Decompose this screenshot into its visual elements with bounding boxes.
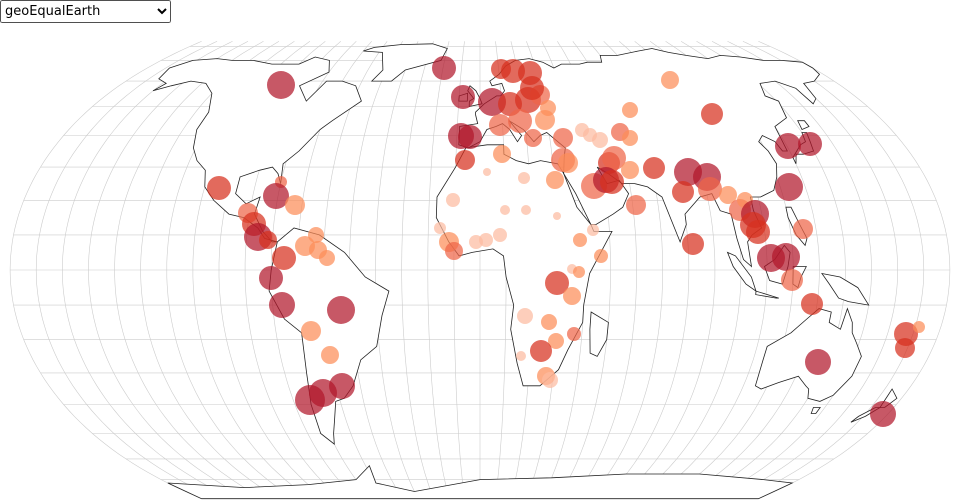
landmass — [820, 272, 870, 306]
bubble — [445, 242, 463, 260]
bubble — [545, 271, 569, 295]
bubble — [207, 176, 231, 200]
bubble — [567, 327, 581, 341]
bubble — [661, 71, 679, 89]
landmass — [268, 227, 390, 445]
bubble — [592, 132, 608, 148]
landmass — [152, 56, 362, 243]
bubble — [446, 193, 460, 207]
bubble — [719, 186, 737, 204]
bubble — [553, 212, 561, 220]
landmass — [589, 311, 609, 357]
bubble — [321, 346, 339, 364]
bubble — [301, 321, 321, 341]
bubble — [455, 150, 475, 170]
bubble — [781, 269, 803, 291]
bubble — [493, 145, 511, 163]
bubble — [451, 85, 475, 109]
landmass — [797, 120, 810, 131]
bubble — [458, 125, 482, 149]
bubble — [801, 293, 823, 315]
bubble — [793, 219, 813, 239]
bubble — [516, 351, 526, 361]
bubble — [772, 243, 800, 271]
bubble — [272, 246, 296, 270]
bubble — [263, 183, 289, 209]
bubble — [319, 250, 335, 266]
bubble — [621, 161, 639, 179]
landmass — [167, 464, 794, 500]
bubble — [798, 132, 822, 156]
bubble — [517, 308, 533, 324]
bubble — [594, 249, 608, 263]
bubble — [308, 227, 324, 243]
bubble — [913, 321, 925, 333]
bubble — [267, 71, 295, 99]
bubble — [643, 157, 665, 179]
bubble — [805, 349, 831, 375]
bubble — [521, 205, 531, 215]
bubble — [548, 333, 564, 349]
bubble — [698, 177, 722, 201]
bubble — [489, 114, 511, 136]
bubble — [479, 233, 493, 247]
landmass — [363, 43, 448, 82]
bubble — [775, 133, 801, 159]
bubble — [478, 88, 506, 116]
bubble — [434, 222, 446, 234]
bubble — [493, 228, 507, 242]
bubble — [775, 173, 803, 201]
bubble — [602, 146, 626, 170]
bubble — [530, 340, 552, 362]
bubble — [622, 102, 638, 118]
bubble — [746, 220, 770, 244]
bubble — [546, 171, 564, 189]
bubble — [573, 266, 585, 278]
landmass — [755, 290, 779, 299]
bubble — [626, 195, 646, 215]
bubbles — [207, 56, 925, 427]
bubble — [285, 195, 305, 215]
bubble — [327, 296, 355, 324]
bubble — [558, 153, 578, 173]
bubble — [682, 233, 704, 255]
bubble — [622, 130, 638, 146]
bubble — [524, 129, 542, 147]
bubble — [500, 205, 510, 215]
bubble — [600, 170, 624, 194]
bubble — [895, 338, 915, 358]
bubble — [432, 56, 456, 80]
bubble — [563, 287, 581, 305]
bubble — [541, 314, 557, 330]
bubble — [518, 172, 530, 184]
bubble — [701, 103, 723, 125]
bubble — [329, 373, 355, 399]
bubble — [269, 292, 295, 318]
projection-select[interactable]: geoEqualEarth — [0, 0, 171, 23]
bubble — [553, 128, 573, 148]
bubble — [587, 224, 599, 236]
bubble — [672, 181, 694, 203]
bubble — [259, 231, 277, 249]
landmass — [810, 407, 821, 414]
bubble — [520, 76, 544, 100]
landmass — [726, 251, 757, 293]
bubble — [508, 109, 532, 133]
bubble — [483, 168, 491, 176]
bubble — [870, 401, 896, 427]
bubble — [259, 266, 283, 290]
bubble — [542, 372, 558, 388]
bubble — [540, 100, 556, 116]
bubble — [573, 233, 587, 247]
